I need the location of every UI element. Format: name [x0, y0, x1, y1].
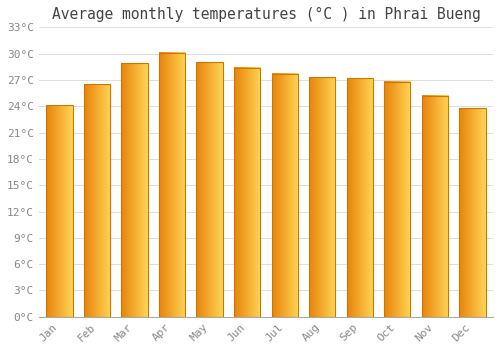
Bar [84, 84, 110, 317]
Bar [272, 74, 298, 317]
Bar [460, 108, 485, 317]
Bar [122, 63, 148, 317]
Bar [196, 62, 223, 317]
Title: Average monthly temperatures (°C ) in Phrai Bueng: Average monthly temperatures (°C ) in Ph… [52, 7, 480, 22]
Bar [346, 78, 373, 317]
Bar [159, 53, 185, 317]
Bar [234, 68, 260, 317]
Bar [46, 105, 72, 317]
Bar [422, 96, 448, 317]
Bar [309, 77, 336, 317]
Bar [384, 82, 410, 317]
